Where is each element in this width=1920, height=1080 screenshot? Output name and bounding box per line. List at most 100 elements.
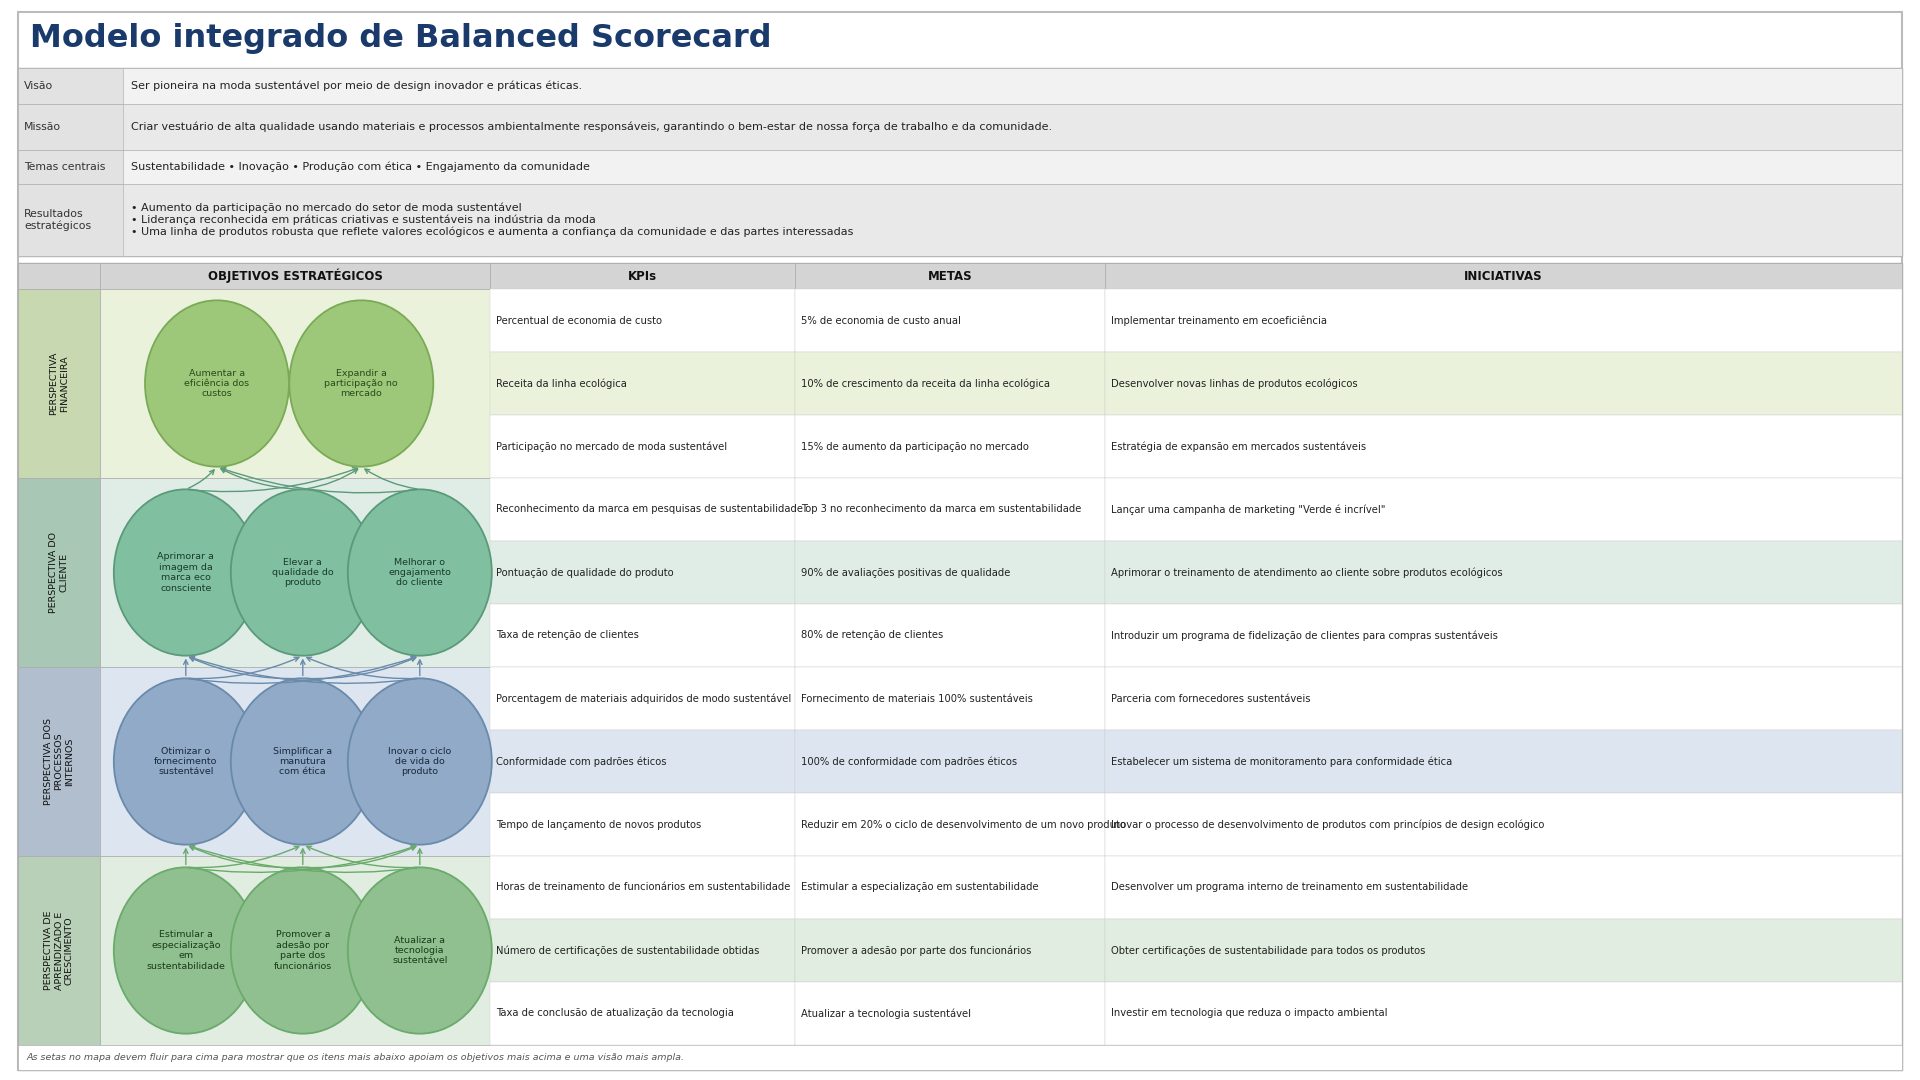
Text: Reduzir em 20% o ciclo de desenvolvimento de um novo produto: Reduzir em 20% o ciclo de desenvolviment… [801,820,1125,829]
FancyBboxPatch shape [17,150,123,184]
Text: Resultados
estratégicos: Resultados estratégicos [23,208,90,231]
FancyBboxPatch shape [795,415,1106,478]
FancyBboxPatch shape [490,919,795,982]
Text: Investir em tecnologia que reduza o impacto ambiental: Investir em tecnologia que reduza o impa… [1112,1009,1388,1018]
Text: Percentual de economia de custo: Percentual de economia de custo [495,315,662,325]
Ellipse shape [348,489,492,656]
Text: Modelo integrado de Balanced Scorecard: Modelo integrado de Balanced Scorecard [31,23,772,54]
Ellipse shape [290,300,434,467]
Text: PERSPECTIVA DO
CLIENTE: PERSPECTIVA DO CLIENTE [50,532,69,613]
FancyBboxPatch shape [17,184,123,256]
Text: KPIs: KPIs [628,270,657,283]
Text: Estabelecer um sistema de monitoramento para conformidade ética: Estabelecer um sistema de monitoramento … [1112,756,1452,767]
FancyBboxPatch shape [795,919,1106,982]
FancyBboxPatch shape [17,264,1903,1070]
FancyBboxPatch shape [1106,667,1903,730]
FancyBboxPatch shape [795,982,1106,1045]
Ellipse shape [230,867,374,1034]
Text: Obter certificações de sustentabilidade para todos os produtos: Obter certificações de sustentabilidade … [1112,945,1425,956]
Text: Promover a adesão por parte dos funcionários: Promover a adesão por parte dos funcioná… [801,945,1031,956]
Text: Visão: Visão [23,81,54,91]
FancyBboxPatch shape [490,856,795,919]
Text: INICIATIVAS: INICIATIVAS [1465,270,1544,283]
FancyBboxPatch shape [100,289,490,478]
FancyBboxPatch shape [100,856,490,1045]
FancyBboxPatch shape [100,667,490,856]
FancyBboxPatch shape [490,730,795,793]
Text: Número de certificações de sustentabilidade obtidas: Número de certificações de sustentabilid… [495,945,760,956]
FancyBboxPatch shape [17,667,100,856]
Text: Receita da linha ecológica: Receita da linha ecológica [495,378,626,389]
FancyBboxPatch shape [795,856,1106,919]
Text: Estimular a
especialização
em
sustentabilidade: Estimular a especialização em sustentabi… [146,930,225,971]
FancyBboxPatch shape [17,68,123,104]
FancyBboxPatch shape [1106,415,1903,478]
Text: Expandir a
participação no
mercado: Expandir a participação no mercado [324,368,397,399]
FancyBboxPatch shape [490,793,795,856]
FancyBboxPatch shape [17,1045,1903,1070]
FancyBboxPatch shape [1106,793,1903,856]
FancyBboxPatch shape [17,264,100,289]
FancyBboxPatch shape [1106,856,1903,919]
Text: Elevar a
qualidade do
produto: Elevar a qualidade do produto [273,557,334,588]
FancyBboxPatch shape [490,541,795,604]
FancyBboxPatch shape [490,604,795,667]
Text: Ser pioneira na moda sustentável por meio de design inovador e práticas éticas.: Ser pioneira na moda sustentável por mei… [131,81,582,91]
Text: Promover a
adesão por
parte dos
funcionários: Promover a adesão por parte dos funcioná… [275,930,332,971]
FancyBboxPatch shape [17,68,1903,104]
FancyBboxPatch shape [17,104,1903,150]
Text: Inovar o ciclo
de vida do
produto: Inovar o ciclo de vida do produto [388,746,451,777]
Text: Taxa de retenção de clientes: Taxa de retenção de clientes [495,631,639,640]
Text: Desenvolver novas linhas de produtos ecológicos: Desenvolver novas linhas de produtos eco… [1112,378,1357,389]
FancyBboxPatch shape [17,12,1903,1070]
FancyBboxPatch shape [795,478,1106,541]
FancyBboxPatch shape [490,352,795,415]
FancyBboxPatch shape [17,856,100,1045]
Text: Atualizar a
tecnologia
sustentável: Atualizar a tecnologia sustentável [392,935,447,966]
Text: PERSPECTIVA DE
APRENDIZADO E
CRESCIMENTO: PERSPECTIVA DE APRENDIZADO E CRESCIMENTO [44,910,73,990]
FancyBboxPatch shape [1106,919,1903,982]
Text: Criar vestuário de alta qualidade usando materiais e processos ambientalmente re: Criar vestuário de alta qualidade usando… [131,122,1052,132]
Text: Inovar o processo de desenvolvimento de produtos com princípios de design ecológ: Inovar o processo de desenvolvimento de … [1112,820,1544,829]
Text: Missão: Missão [23,122,61,132]
Text: METAS: METAS [927,270,972,283]
Text: 15% de aumento da participação no mercado: 15% de aumento da participação no mercad… [801,442,1029,451]
FancyBboxPatch shape [17,289,100,478]
Text: Fornecimento de materiais 100% sustentáveis: Fornecimento de materiais 100% sustentáv… [801,693,1033,703]
Ellipse shape [113,867,257,1034]
Text: Atualizar a tecnologia sustentável: Atualizar a tecnologia sustentável [801,1009,972,1018]
Ellipse shape [230,678,374,845]
Text: Otimizar o
fornecimento
sustentável: Otimizar o fornecimento sustentável [154,746,217,777]
FancyBboxPatch shape [795,541,1106,604]
Text: Tempo de lançamento de novos produtos: Tempo de lançamento de novos produtos [495,820,701,829]
Text: Aumentar a
eficiência dos
custos: Aumentar a eficiência dos custos [184,368,250,399]
Ellipse shape [146,300,290,467]
Text: 90% de avaliações positivas de qualidade: 90% de avaliações positivas de qualidade [801,567,1010,578]
FancyBboxPatch shape [17,478,100,667]
Text: Introduzir um programa de fidelização de clientes para compras sustentáveis: Introduzir um programa de fidelização de… [1112,631,1498,640]
FancyBboxPatch shape [17,150,1903,184]
FancyBboxPatch shape [795,289,1106,352]
Text: Pontuação de qualidade do produto: Pontuação de qualidade do produto [495,567,674,578]
FancyBboxPatch shape [17,184,1903,256]
Text: Lançar uma campanha de marketing "Verde é incrível": Lançar uma campanha de marketing "Verde … [1112,504,1386,515]
FancyBboxPatch shape [490,982,795,1045]
Text: 10% de crescimento da receita da linha ecológica: 10% de crescimento da receita da linha e… [801,378,1050,389]
FancyBboxPatch shape [490,478,795,541]
Text: Melhorar o
engajamento
do cliente: Melhorar o engajamento do cliente [388,557,451,588]
Text: Implementar treinamento em ecoeficiência: Implementar treinamento em ecoeficiência [1112,315,1327,326]
Text: PERSPECTIVA DOS
PROCESSOS
INTERNOS: PERSPECTIVA DOS PROCESSOS INTERNOS [44,718,73,805]
Text: Participação no mercado de moda sustentável: Participação no mercado de moda sustentá… [495,442,728,451]
Text: Top 3 no reconhecimento da marca em sustentabilidade: Top 3 no reconhecimento da marca em sust… [801,504,1081,514]
FancyBboxPatch shape [795,730,1106,793]
FancyBboxPatch shape [1106,352,1903,415]
Text: Sustentabilidade • Inovação • Produção com ética • Engajamento da comunidade: Sustentabilidade • Inovação • Produção c… [131,162,589,172]
FancyBboxPatch shape [490,415,795,478]
Text: 80% de retenção de clientes: 80% de retenção de clientes [801,631,943,640]
Text: OBJETIVOS ESTRATÉGICOS: OBJETIVOS ESTRATÉGICOS [207,269,382,283]
Text: Estratégia de expansão em mercados sustentáveis: Estratégia de expansão em mercados suste… [1112,442,1367,451]
Text: PERSPECTIVA
FINANCEIRA: PERSPECTIVA FINANCEIRA [50,352,69,415]
Text: Horas de treinamento de funcionários em sustentabilidade: Horas de treinamento de funcionários em … [495,882,791,892]
FancyBboxPatch shape [1106,982,1903,1045]
FancyBboxPatch shape [795,793,1106,856]
